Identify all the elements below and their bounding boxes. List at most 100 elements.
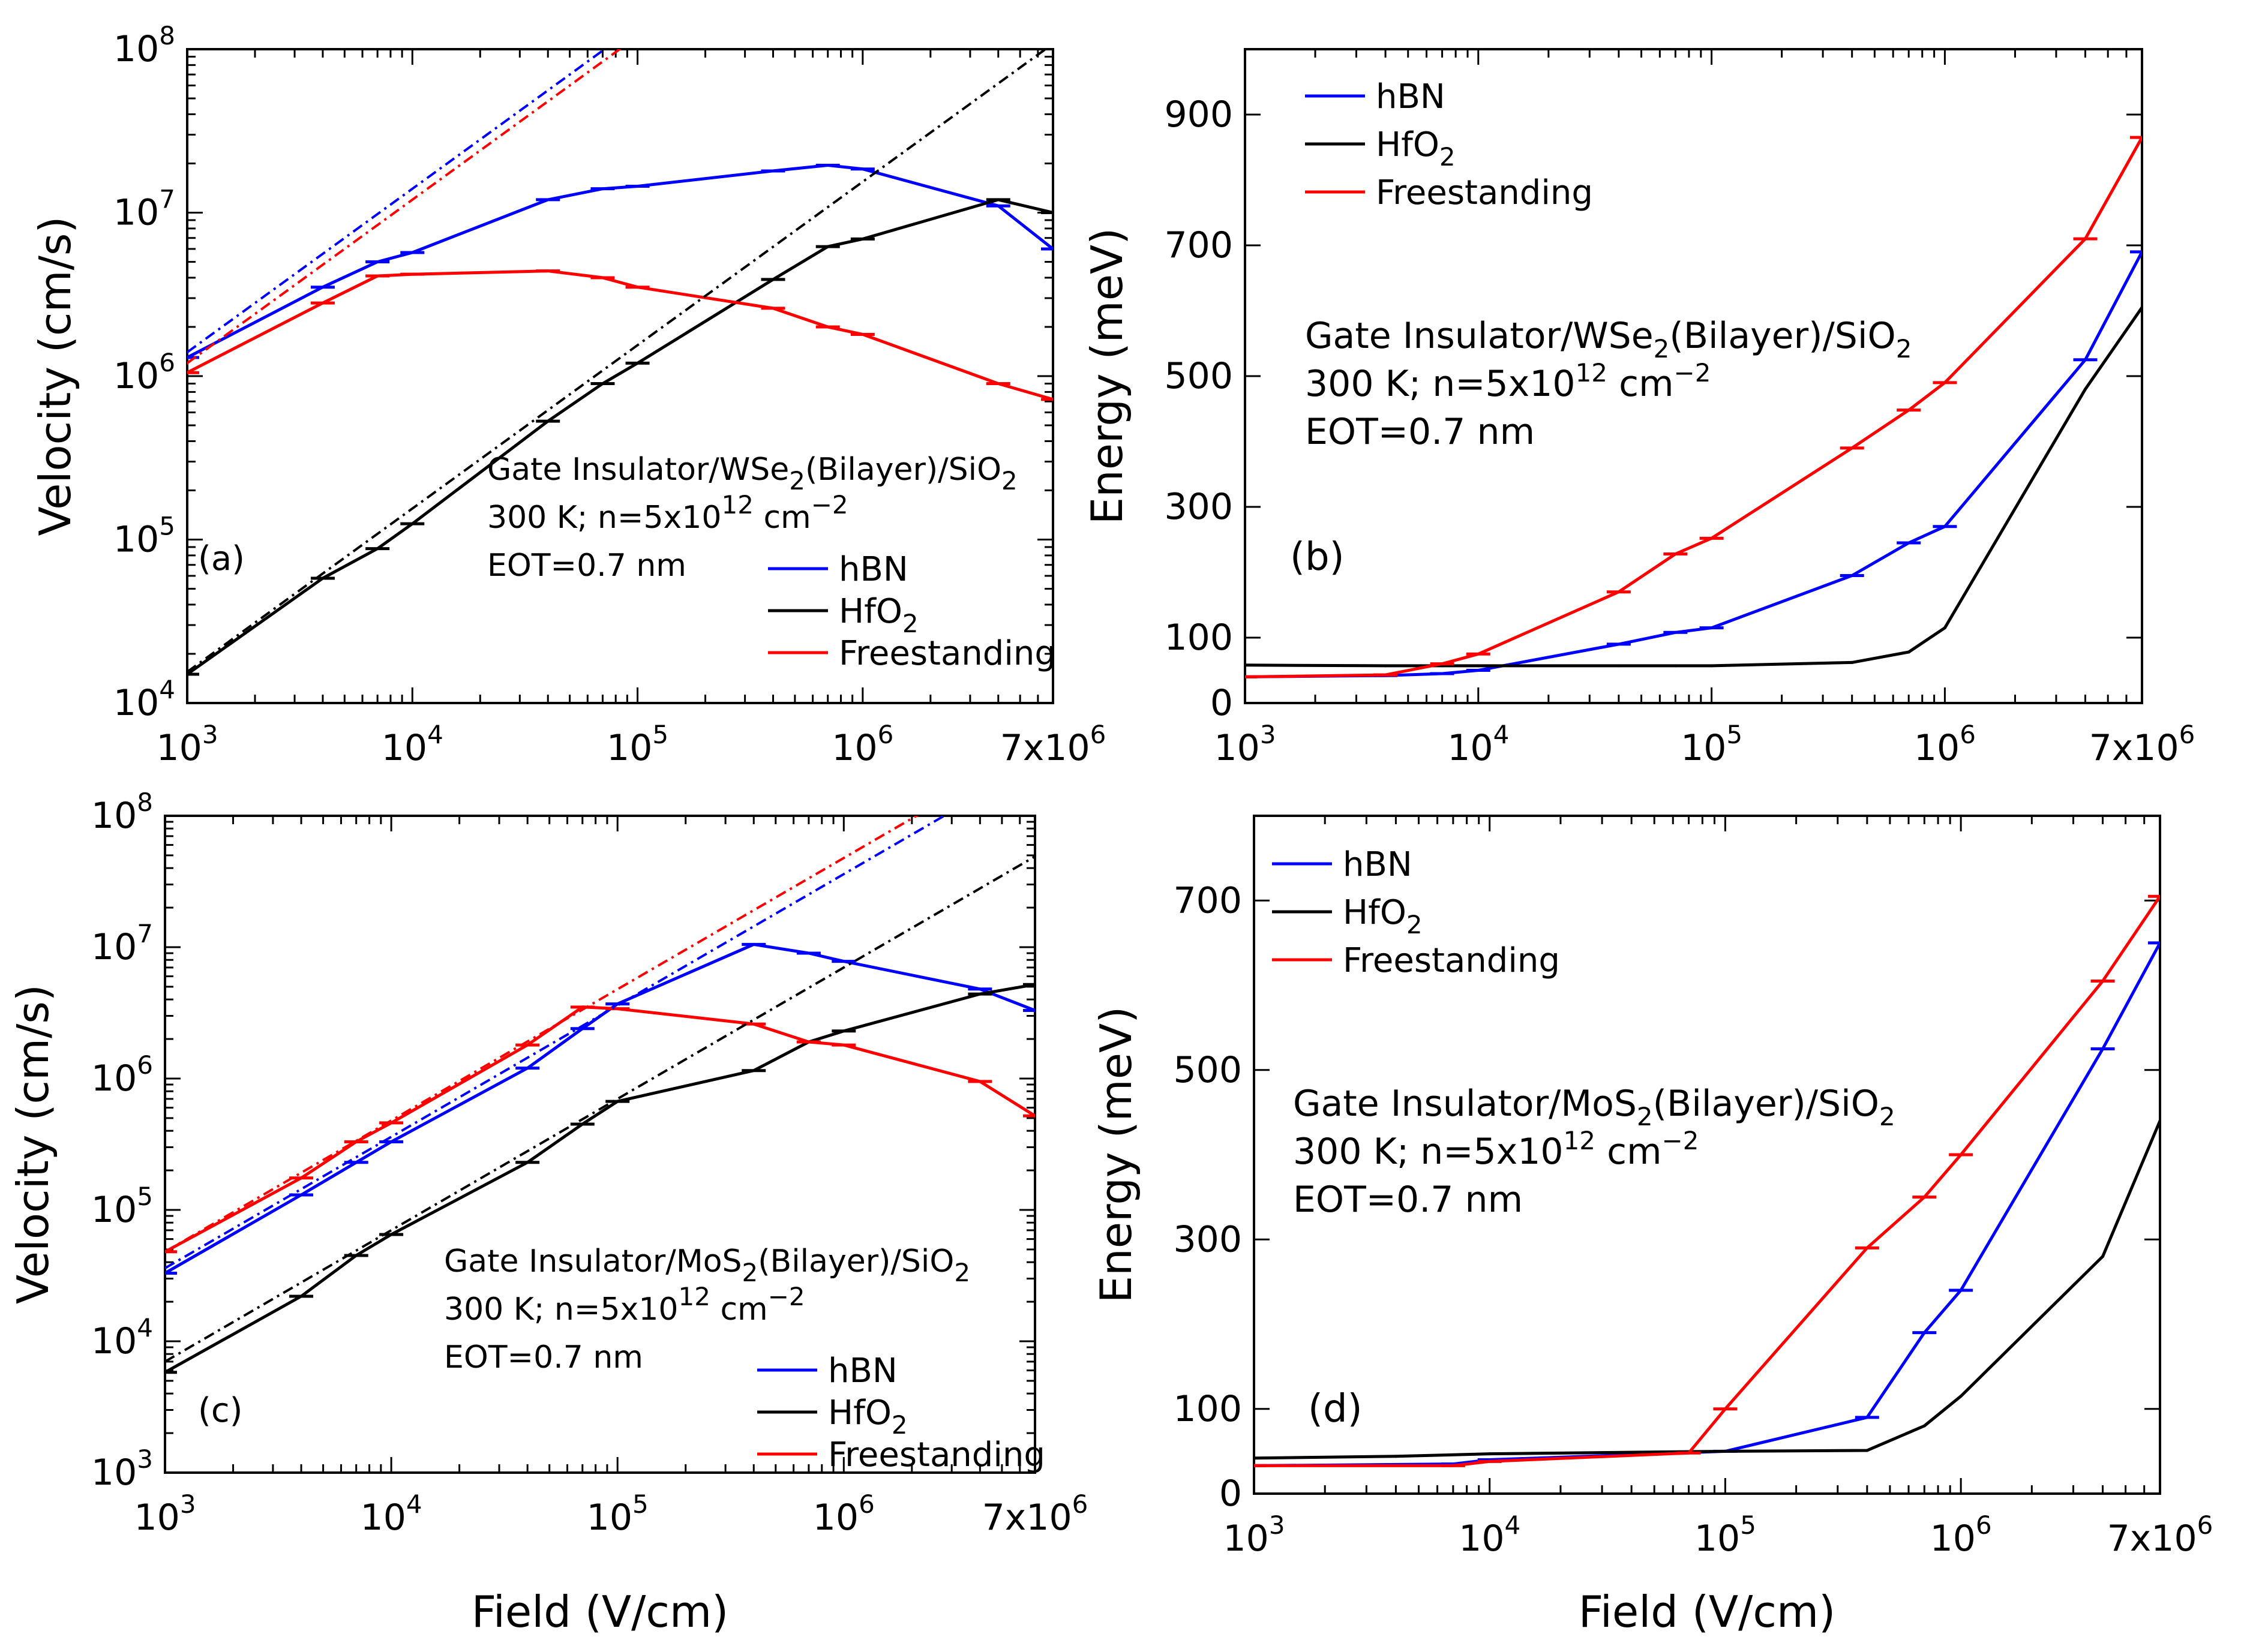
y-tick-label: 107 xyxy=(113,185,175,234)
x-tick-exponent: 6 xyxy=(1960,720,1976,749)
data-point xyxy=(2101,1255,2105,1258)
y-axis-label: Energy (meV) xyxy=(1082,228,1132,525)
x-tick-base: 10 xyxy=(1914,727,1960,769)
data-point xyxy=(1617,664,1621,668)
y-tick-base: 10 xyxy=(113,682,159,724)
y-tick-exponent: 6 xyxy=(137,1050,153,1080)
series-line-freestanding xyxy=(1254,895,2160,1467)
y-tick-label: 900 xyxy=(1164,94,1233,136)
legend-label: hBN xyxy=(828,1351,898,1390)
x-axis-label: Field (V/cm) xyxy=(472,1587,728,1637)
annot-text: 300 K; n=5x10 xyxy=(444,1291,678,1327)
series-line-freestanding-linear xyxy=(187,49,622,365)
x-tick-label: 106 xyxy=(1930,1510,1992,1560)
series-line-freestanding xyxy=(1245,136,2142,678)
legend-label: hBN xyxy=(1376,77,1445,116)
annotation-line-1: Gate Insulator/MoS2(Bilayer)/SiO2 xyxy=(444,1243,970,1287)
data-point xyxy=(165,1266,167,1270)
annotation-line-1: Gate Insulator/WSe2(Bilayer)/SiO2 xyxy=(1305,315,1912,364)
plot-area xyxy=(1245,136,2142,678)
x-tick-label: 103 xyxy=(156,720,218,769)
x-tick-label: 106 xyxy=(813,1489,875,1539)
legend-text: HfO xyxy=(1343,893,1406,932)
x-tick-base: 7x10 xyxy=(2089,727,2179,769)
axes-frame xyxy=(1253,815,2161,1495)
y-tick-label: 0 xyxy=(1219,1473,1242,1515)
annotation-line-3: EOT=0.7 nm xyxy=(1305,411,1535,453)
y-tick-label: 108 xyxy=(91,788,153,837)
legend-label: hBN xyxy=(1343,845,1412,884)
y-axis-label: Velocity (cm/s) xyxy=(30,216,80,536)
annotation: Gate Insulator/MoS2(Bilayer)/SiO2 300 K; … xyxy=(444,1243,970,1375)
x-tick-base: 10 xyxy=(1447,727,1493,769)
y-tick-base: 10 xyxy=(91,1320,137,1362)
x-tick-exponent: 4 xyxy=(1505,1510,1521,1540)
y-tick-base: 100 xyxy=(1164,617,1233,659)
x-tick-base: 10 xyxy=(156,727,202,769)
data-point xyxy=(1033,855,1035,858)
x-tick-label: 103 xyxy=(134,1489,196,1539)
legend-label: Freestanding xyxy=(839,634,1056,673)
series-line-hfo2-linear xyxy=(187,49,1048,673)
annot-subscript: 2 xyxy=(1637,1102,1653,1131)
y-tick-base: 10 xyxy=(91,1058,137,1100)
legend-text: hBN xyxy=(1376,77,1445,116)
x-tick-label: 106 xyxy=(832,720,893,769)
panel-label: (b) xyxy=(1290,535,1345,579)
legend-label: HfO2 xyxy=(1376,125,1456,172)
y-tick-label: 500 xyxy=(1173,1049,1242,1091)
data-point xyxy=(1254,1456,1256,1460)
legend-text: hBN xyxy=(839,550,908,589)
x-tick-label: 105 xyxy=(1681,720,1742,769)
annotation-line-1: Gate Insulator/MoS2(Bilayer)/SiO2 xyxy=(1293,1083,1895,1131)
y-tick-base: 0 xyxy=(1219,1473,1242,1515)
x-tick-exponent: 3 xyxy=(1269,1510,1285,1540)
annot-superscript: 12 xyxy=(721,490,753,519)
annot-text: cm xyxy=(1595,1131,1662,1173)
annotation-line-2: 300 K; n=5x1012 cm−2 xyxy=(1305,358,1711,405)
y-tick-label: 105 xyxy=(91,1182,153,1231)
x-tick-exponent: 5 xyxy=(1726,720,1742,749)
x-tick-base: 7x10 xyxy=(982,1497,1072,1539)
x-tick-label: 105 xyxy=(1694,1510,1756,1560)
data-point xyxy=(2140,306,2142,310)
x-tick-exponent: 6 xyxy=(859,1489,875,1519)
x-tick-label: 106 xyxy=(1914,720,1976,769)
y-tick-base: 10 xyxy=(113,192,159,234)
x-tick-label: 104 xyxy=(382,720,443,769)
annot-text: (Bilayer)/SiO xyxy=(1653,1083,1879,1125)
x-tick-label: 7x106 xyxy=(1000,720,1106,769)
panel-label: (c) xyxy=(198,1391,242,1430)
x-tick-exponent: 4 xyxy=(1493,720,1510,749)
legend-subscript: 2 xyxy=(1439,142,1456,172)
x-tick-base: 10 xyxy=(607,727,652,769)
y-tick-base: 10 xyxy=(91,795,137,837)
y-tick-base: 0 xyxy=(1210,682,1233,724)
data-point xyxy=(621,49,622,50)
y-tick-base: 700 xyxy=(1164,224,1233,266)
y-tick-base: 10 xyxy=(113,28,159,70)
legend-label: HfO2 xyxy=(839,592,919,638)
annot-superscript: −2 xyxy=(811,490,848,519)
x-tick-exponent: 5 xyxy=(632,1489,649,1519)
annot-subscript: 2 xyxy=(1879,1102,1895,1131)
x-tick-exponent: 3 xyxy=(180,1489,196,1519)
data-point xyxy=(165,1360,167,1363)
y-tick-base: 10 xyxy=(113,355,159,397)
data-point xyxy=(1477,664,1480,668)
y-tick-label: 106 xyxy=(113,348,175,397)
annotation-line-1: Gate Insulator/WSe2(Bilayer)/SiO2 xyxy=(487,452,1018,495)
axes-frame xyxy=(164,815,1036,1474)
annot-text: 300 K; n=5x10 xyxy=(1293,1131,1564,1173)
y-tick-label: 700 xyxy=(1164,224,1233,266)
legend-text: Freestanding xyxy=(1343,941,1560,980)
annot-text: (Bilayer)/SiO xyxy=(758,1243,954,1279)
x-tick-exponent: 3 xyxy=(1260,720,1276,749)
data-point xyxy=(1384,664,1387,668)
data-point xyxy=(1723,1449,1727,1453)
y-tick-base: 300 xyxy=(1173,1218,1242,1260)
annot-text: Gate Insulator/WSe xyxy=(1305,315,1654,357)
